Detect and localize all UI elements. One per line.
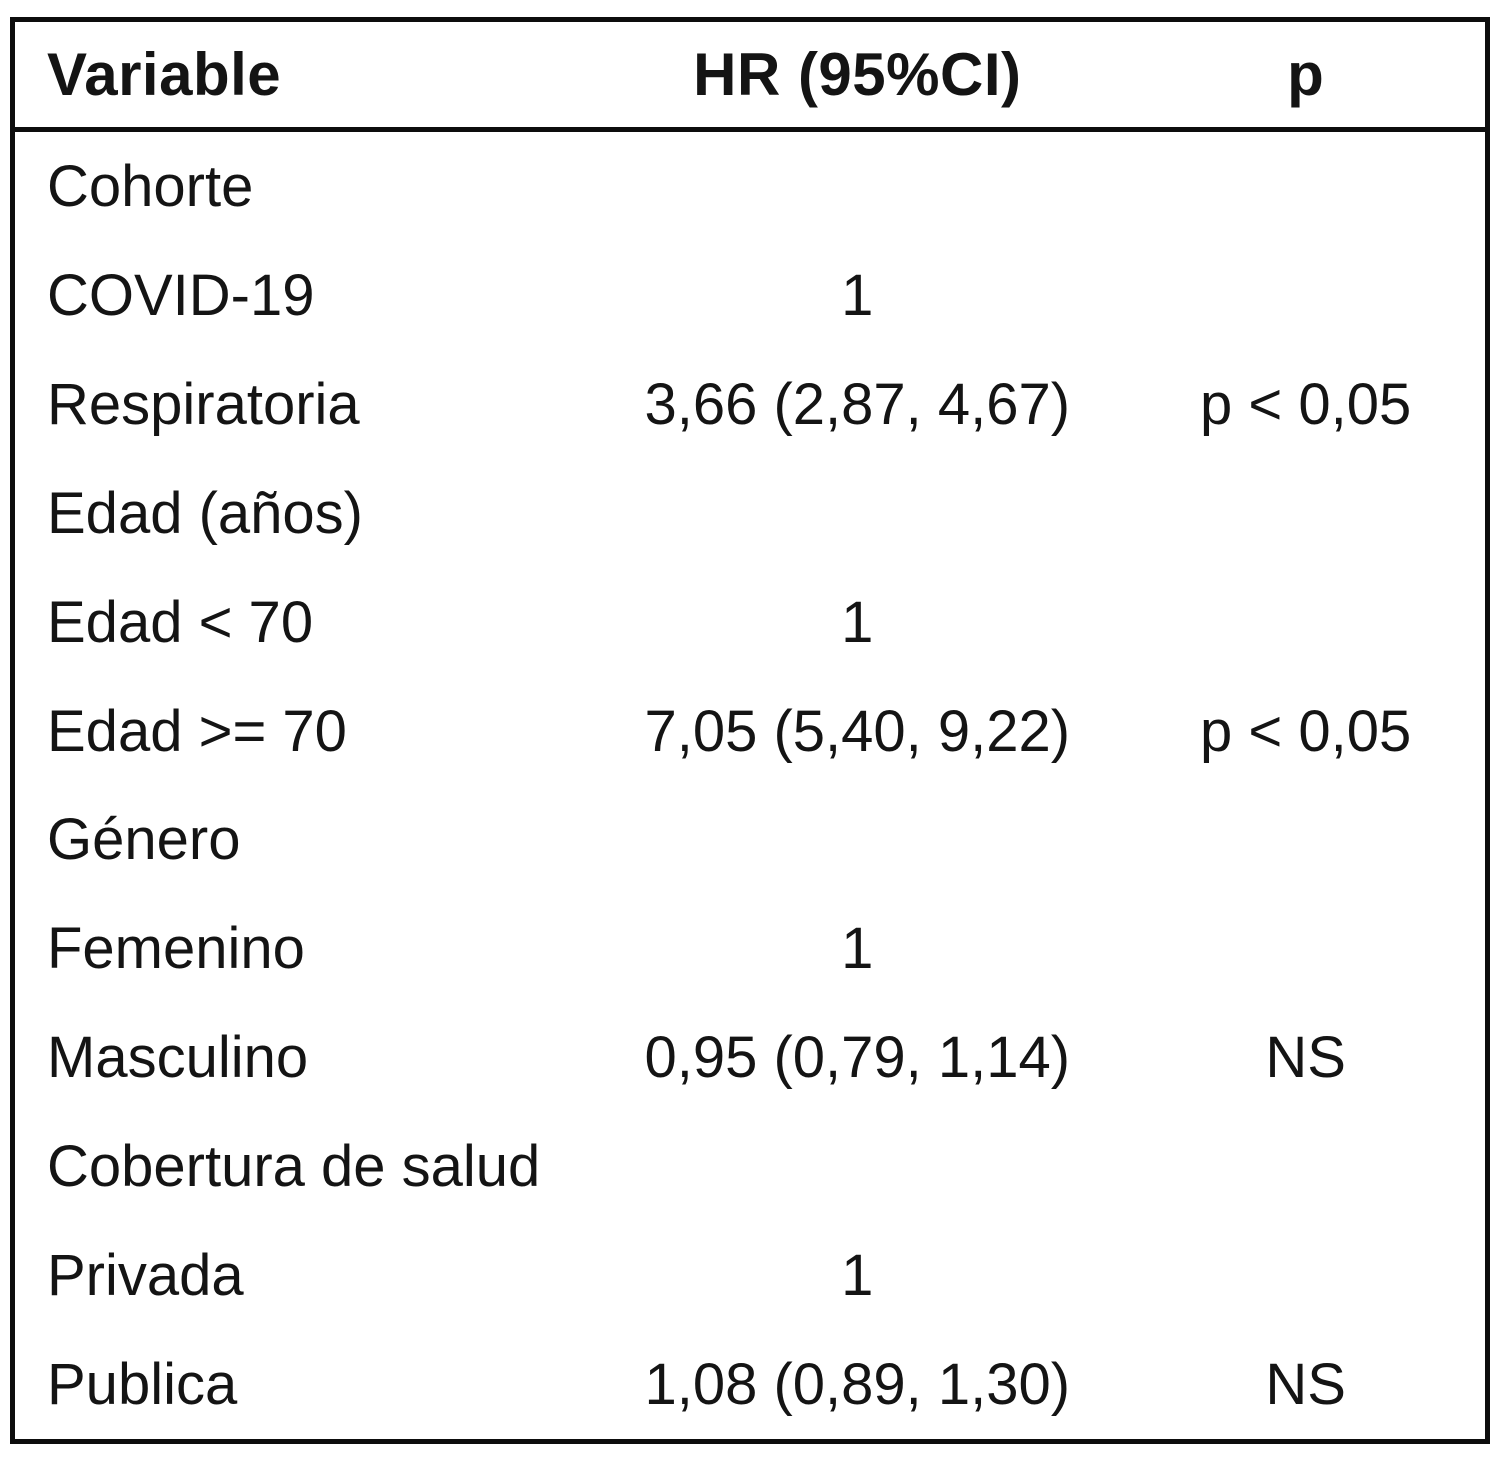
table-row: Femenino 1 — [15, 894, 1485, 1003]
cell-hr: 1 — [841, 262, 874, 328]
table-row: Respiratoria 3,66 (2,87, 4,67) p < 0,05 — [15, 350, 1485, 459]
cell-p: NS — [1265, 1352, 1346, 1418]
cell-hr: 1 — [841, 1243, 874, 1309]
cell-variable: Edad >= 70 — [47, 698, 347, 764]
cell-hr: 7,05 (5,40, 9,22) — [644, 698, 1071, 764]
cell-variable: Respiratoria — [47, 371, 360, 437]
cell-hr: 0,95 (0,79, 1,14) — [644, 1025, 1071, 1091]
cell-hr: 1,08 (0,89, 1,30) — [644, 1352, 1071, 1418]
header-variable: Variable — [47, 41, 282, 108]
table-row: Publica 1,08 (0,89, 1,30) NS — [15, 1330, 1485, 1439]
table-group-row: Cobertura de salud — [15, 1112, 1485, 1221]
table-row: Edad >= 70 7,05 (5,40, 9,22) p < 0,05 — [15, 677, 1485, 786]
table-body: Cohorte COVID-19 1 Respiratoria 3,66 (2,87, … — [15, 132, 1485, 1439]
header-hr: HR (95%CI) — [693, 41, 1022, 108]
table-header-row: Variable HR (95%CI) p — [15, 22, 1485, 132]
table-row: Privada 1 — [15, 1221, 1485, 1330]
cell-variable: Femenino — [47, 916, 305, 982]
table-row: Edad < 70 1 — [15, 568, 1485, 677]
cell-variable: Cobertura de salud — [47, 1134, 541, 1200]
cell-variable: Masculino — [47, 1025, 309, 1091]
cell-hr: 1 — [841, 589, 874, 655]
cell-p: p < 0,05 — [1200, 698, 1412, 764]
table-row: COVID-19 1 — [15, 241, 1485, 350]
cell-variable: Cohorte — [47, 153, 254, 219]
table-row: Masculino 0,95 (0,79, 1,14) NS — [15, 1003, 1485, 1112]
cell-variable: Publica — [47, 1352, 238, 1418]
cell-variable: Edad (años) — [47, 480, 363, 546]
cell-p: p < 0,05 — [1200, 371, 1412, 437]
header-p: p — [1287, 41, 1325, 108]
cell-hr: 1 — [841, 916, 874, 982]
cell-variable: COVID-19 — [47, 262, 315, 328]
table-group-row: Género — [15, 786, 1485, 895]
cell-hr: 3,66 (2,87, 4,67) — [644, 371, 1071, 437]
cell-variable: Privada — [47, 1243, 244, 1309]
cell-variable: Edad < 70 — [47, 589, 314, 655]
cell-variable: Género — [47, 807, 241, 873]
cell-p: NS — [1265, 1025, 1346, 1091]
hazard-ratio-table: Variable HR (95%CI) p Cohorte COVID-19 1 Re… — [10, 17, 1490, 1444]
table-group-row: Edad (años) — [15, 459, 1485, 568]
table-group-row: Cohorte — [15, 132, 1485, 241]
